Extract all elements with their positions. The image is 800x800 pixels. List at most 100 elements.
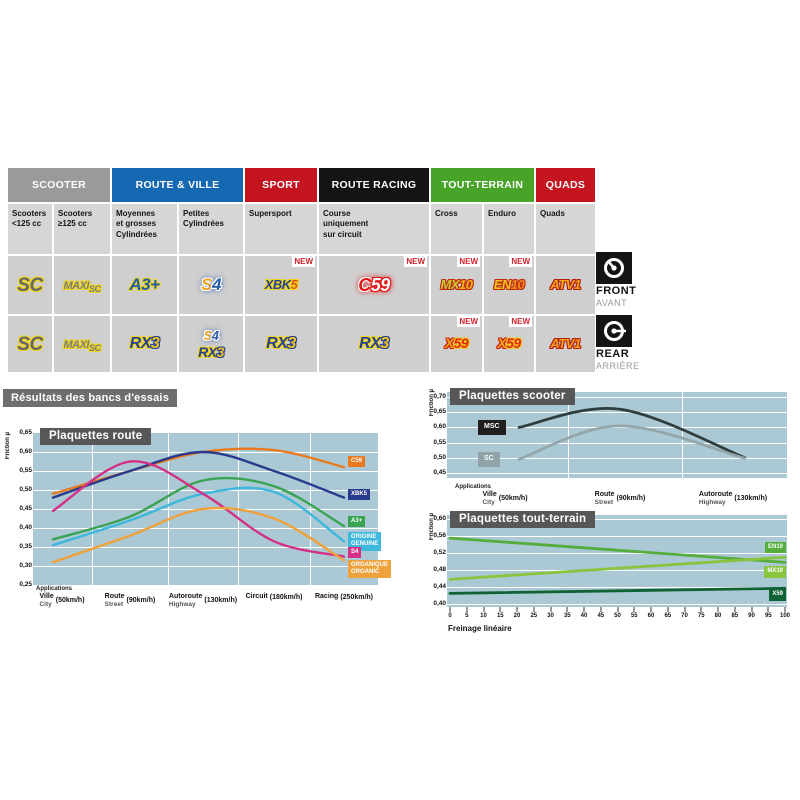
badge-maxisc: MAXISC [63,280,101,294]
badge-en10: EN10 [493,277,525,292]
front-legend: FRONT AVANT [596,252,644,308]
x-tick-mark [583,607,585,612]
x-tick-mark [516,607,518,612]
category-header-route-racing: ROUTE RACING [319,168,429,202]
category-header-scooter: SCOOTER [8,168,110,202]
series-line-c59 [51,447,346,495]
y-axis-label: Friction µ [429,389,435,417]
x-tick-label: 95 [764,613,772,619]
series-line-x59 [448,586,787,595]
category-header-route-ville: ROUTE & VILLE [112,168,243,202]
x-tick-mark [700,607,702,612]
x-tick-mark [633,607,635,612]
x-tick-label: 15 [496,613,504,619]
h-gridline [33,547,378,548]
h-gridline [33,471,378,472]
x-axis-caption: Applications [455,484,492,490]
new-badge: NEW [457,316,480,327]
series-label-organique: ORGANIQUE ORGANIC [348,559,392,579]
table-cell-rear-8: NEW X59 [484,316,534,372]
series-label-a3: A3+ [348,516,366,528]
category-header-sport: SPORT [245,168,317,202]
table-cell-front-6: NEW C59 [319,256,429,314]
badge-a3: A3+ [129,275,160,294]
series-line-organique [51,506,346,564]
rear-label: REAR [596,348,630,360]
front-label: FRONT [596,285,637,297]
h-gridline [447,427,787,429]
v-gridline [310,433,311,585]
series-label-origine: ORIGINE GENUINE [348,532,382,551]
x-tick-mark [533,607,535,612]
x-tick-label: 60 [647,613,655,619]
chart-title: Plaquettes route [40,428,152,445]
chart-title: Plaquettes scooter [450,388,575,405]
results-title: Résultats des bancs d'essais [3,389,178,407]
h-gridline [33,566,378,567]
table-cell-rear-5: RX3 [245,316,317,372]
x-axis-caption: Applications [36,586,73,592]
y-tick-label: 0,40 [433,600,446,607]
h-gridline [33,490,378,491]
series-line-msc [517,407,747,460]
x-tick-label: 90 [748,613,755,619]
x-tick-mark [767,607,769,612]
x-category-label: Ville City (50km/h) [482,491,528,507]
chart-lines [51,447,346,564]
y-tick-label: 0,55 [19,467,32,474]
badge-c59: C59 [358,274,390,295]
x-tick-mark [734,607,736,612]
subheader-cell-9: Quads [536,204,595,254]
badge-rx3: RX3 [129,335,160,352]
x-tick-mark [617,607,618,612]
badge-xbk5: XBK5 [264,277,298,292]
table-cell-front-2: MAXISC [54,256,110,314]
x-category-label: Racing (250km/h) [314,593,374,601]
subheader-cell-4: Petites Cylindrées [179,204,243,254]
x-category-label: Ville City (50km/h) [39,593,85,609]
plot-area [447,392,787,478]
x-tick-label: 10 [480,613,487,619]
badge-sc: SC [17,333,43,355]
front-sublabel: AVANT [596,298,628,308]
table-cell-front-5: NEW XBK5 [245,256,317,314]
x-tick-label: 80 [714,613,722,619]
chart-route: 0,65 0,60 0,55 0,50 0,45 0,40 0,35 0,30 0,25 Plaq… [5,408,398,612]
h-gridline [447,536,787,537]
y-tick-label: 0,60 [433,515,446,522]
new-badge: NEW [404,256,427,267]
subheader-cell-3: Moyennes et grosses Cylindrées [112,204,177,254]
front-disc-icon [596,252,632,284]
badge-atv1: ATV1 [550,277,581,292]
series-label-xbk5: XBK5 [348,489,371,501]
chart-lines [448,536,787,595]
badge-x59: X59 [497,335,521,351]
y-tick-label: 0,50 [433,453,446,461]
badge-rx3: RX3 [359,335,389,352]
x-tick-mark [449,607,451,612]
badge-sc: SC [17,274,43,296]
table-cell-rear-9: ATV1 [536,316,595,372]
badge-mx10: MX10 [440,277,473,292]
x-tick-label: 50 [614,613,621,619]
x-tick-label: 5 [465,613,469,619]
series-line-mx10 [448,555,787,581]
h-gridline [447,457,787,459]
h-gridline [447,587,787,588]
y-tick-label: 0,30 [19,562,32,569]
series-label-s4: S4 [348,546,362,558]
badge-atv1: ATV1 [550,336,581,351]
x-tick-mark [751,607,752,612]
x-tick-label: 20 [513,613,521,619]
x-tick-label: 70 [681,613,688,619]
x-tick-label: 45 [597,613,605,619]
series-label-sc: SC [478,452,500,467]
new-badge: NEW [457,256,480,267]
y-tick-label: 0,56 [433,532,446,539]
table-cell-front-9: ATV1 [536,256,595,314]
x-tick-mark [784,607,786,612]
v-gridline [92,433,93,585]
subheader-cell-5: Supersport [245,204,317,254]
table-cell-rear-7: NEW X59 [431,316,482,372]
table-cell-front-3: A3+ [112,256,177,314]
